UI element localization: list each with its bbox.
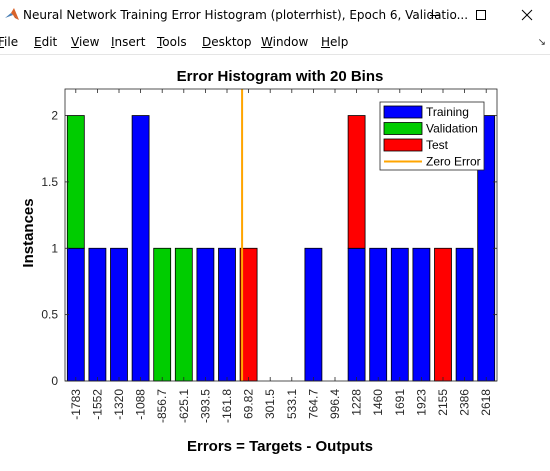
maximize-icon (476, 10, 486, 20)
menu-tools[interactable]: Tools (157, 35, 187, 49)
menu-file[interactable]: File (0, 35, 19, 49)
menu-window[interactable]: Window (261, 35, 309, 49)
bar-training-7 (218, 247, 236, 382)
bar-training-15 (390, 247, 409, 382)
menu-edit[interactable]: Edit (34, 35, 58, 49)
menu-view[interactable]: View (71, 35, 100, 49)
x-tick-label: -625.1 (177, 389, 191, 423)
menu-help[interactable]: Help (321, 35, 349, 49)
x-tick-label: 764.7 (306, 389, 320, 419)
window-title: Neural Network Training Error Histogram … (23, 8, 469, 22)
close-icon (521, 9, 533, 21)
x-tick-label: 1691 (393, 389, 407, 416)
x-tick-label: -1783 (69, 389, 83, 420)
error-histogram-figure: Error Histogram with 20 Bins Errors = Ta… (20, 68, 498, 455)
minimize-icon (430, 15, 440, 16)
axes-box (64, 88, 498, 382)
close-button[interactable] (504, 0, 550, 30)
legend-label-test: Test (426, 138, 449, 152)
legend-label-training: Training (426, 105, 469, 119)
menu-desktop[interactable]: Desktop (202, 35, 252, 49)
chart-title: Error Histogram with 20 Bins (177, 68, 384, 85)
matlab-icon (5, 8, 19, 20)
x-tick-label: 2618 (479, 389, 493, 416)
x-tick-label: 69.82 (242, 389, 256, 419)
bar-validation-0 (66, 115, 85, 249)
x-tick-label: -1552 (90, 389, 104, 420)
y-axis-label: Instances (20, 198, 37, 267)
y-tick-label: 2 (51, 109, 58, 123)
menu-insert[interactable]: Insert (111, 35, 146, 49)
x-tick-label: 996.4 (328, 389, 342, 419)
bar-training-6 (196, 247, 215, 382)
bar-training-3 (131, 115, 150, 382)
bar-training-14 (369, 247, 388, 382)
x-tick-label: -393.5 (198, 389, 212, 423)
x-tick-label: 1228 (350, 389, 364, 416)
x-tick-label: 1923 (414, 389, 428, 416)
bar-test-13 (347, 115, 366, 249)
legend-swatch-training (383, 105, 423, 119)
legend-label-validation: Validation (426, 122, 478, 136)
bar-training-0 (66, 247, 85, 382)
bar-training-11 (304, 247, 323, 382)
menu-bar: File Edit View Insert Tools Desktop Wind… (0, 30, 550, 55)
x-tick-label: 301.5 (263, 389, 277, 419)
x-tick-label: -1088 (134, 389, 148, 420)
legend-label-zero-error: Zero Error (426, 155, 481, 169)
bar-training-1 (88, 247, 107, 382)
bar-validation-5 (174, 247, 193, 382)
x-tick-label: -161.8 (220, 389, 234, 423)
window-titlebar: Neural Network Training Error Histogram … (0, 0, 550, 30)
legend-swatch-validation (383, 122, 423, 135)
x-tick-label: 2386 (458, 389, 472, 416)
bar-training-18 (455, 247, 474, 382)
y-tick-label: 1 (51, 241, 58, 255)
legend-swatch-test (383, 138, 423, 152)
x-tick-label: 1460 (371, 389, 385, 416)
dock-arrow-icon[interactable]: ↘ (537, 37, 546, 48)
x-tick-label: -856.7 (155, 389, 169, 423)
plot-area: 0 0.5 1 1.5 2 -1783 -1552 -1320 -1088 -856.7 -625.… (41, 88, 498, 423)
minimize-button[interactable] (412, 0, 458, 30)
bar-training-13 (347, 247, 366, 382)
bar-test-17 (434, 247, 452, 382)
x-tick-label: -1320 (112, 389, 126, 420)
bar-validation-4 (153, 247, 172, 382)
y-tick-label: 1.5 (41, 175, 58, 189)
x-tick-label: 2155 (436, 389, 450, 416)
x-tick-label: 533.1 (285, 389, 299, 419)
x-axis-label: Errors = Targets - Outputs (187, 438, 373, 455)
bar-training-16 (412, 247, 431, 382)
bar-training-2 (110, 247, 128, 382)
y-tick-label: 0 (51, 374, 58, 388)
y-tick-label: 0.5 (41, 308, 58, 322)
maximize-button[interactable] (458, 0, 504, 30)
